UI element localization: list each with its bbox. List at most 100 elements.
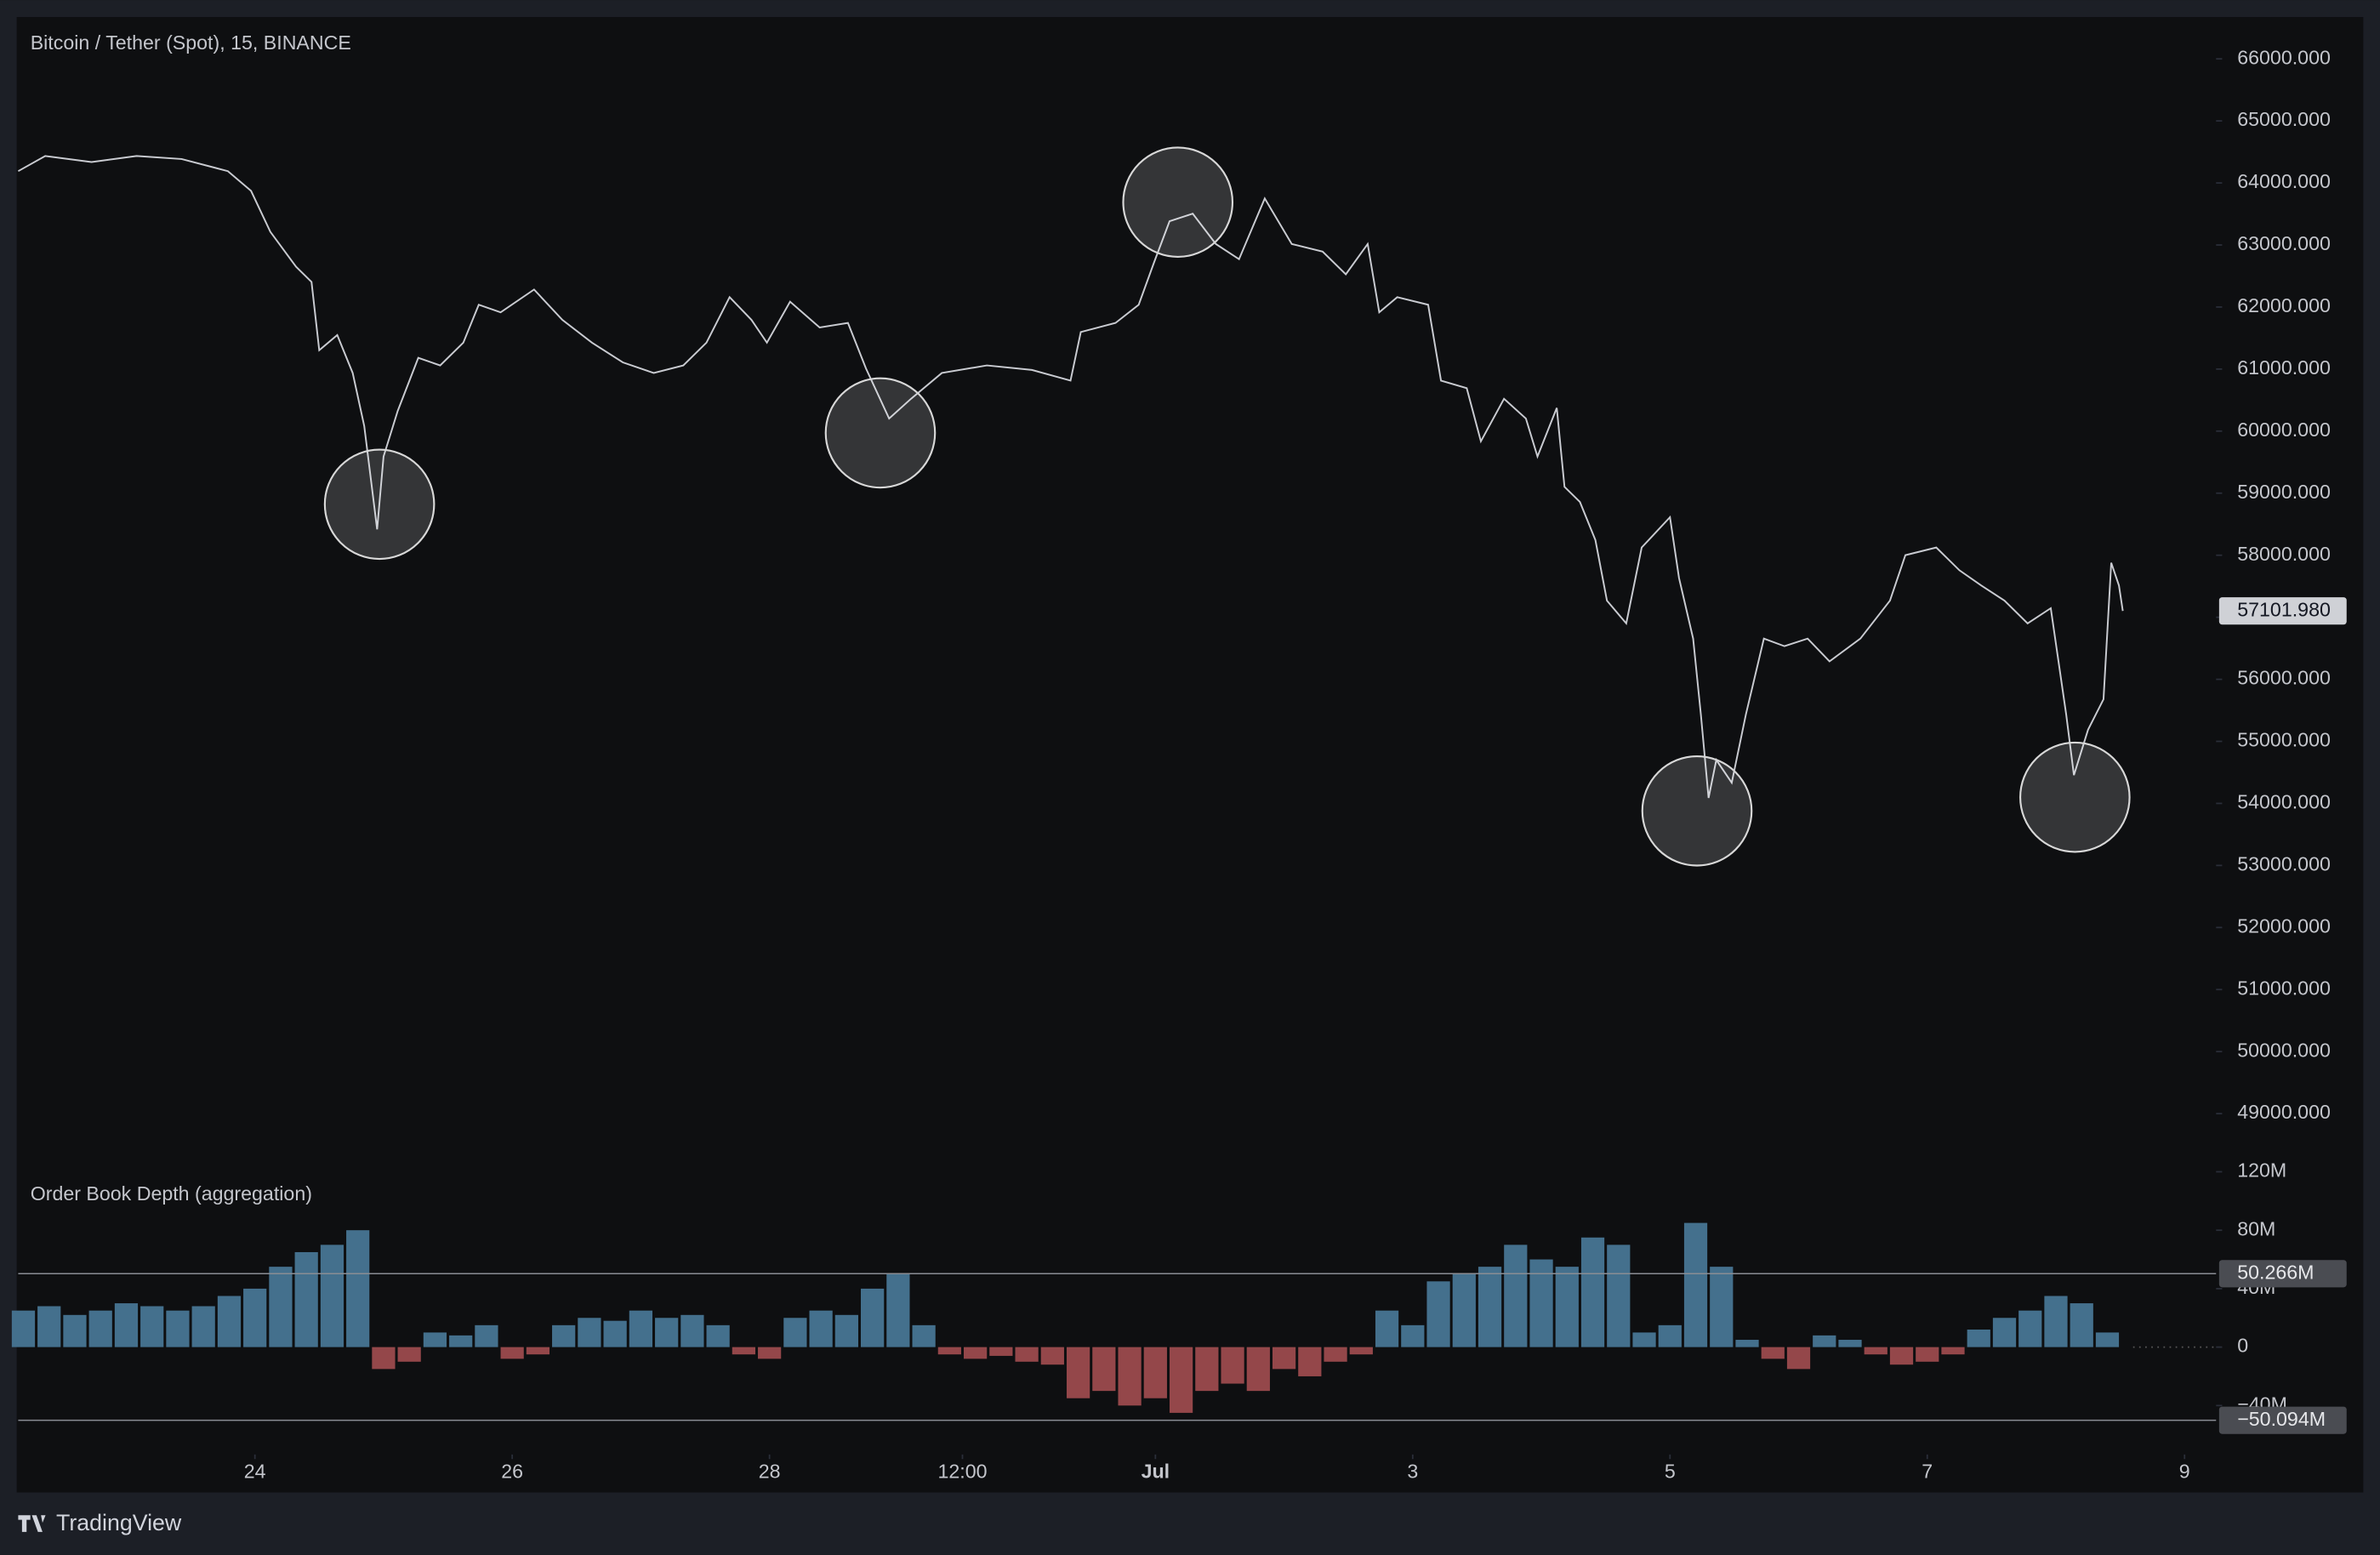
depth-bar	[1813, 1335, 1836, 1347]
y-tick-label: 61000.000	[2237, 356, 2331, 379]
highlight-circle	[2019, 741, 2131, 853]
depth-bar	[1838, 1340, 1862, 1347]
depth-bar	[1555, 1267, 1579, 1347]
depth-bar	[269, 1267, 293, 1347]
depth-bar	[140, 1306, 164, 1347]
depth-bar	[680, 1314, 704, 1347]
depth-bar	[372, 1347, 396, 1370]
depth-bar	[1066, 1347, 1090, 1398]
highlight-circle	[323, 448, 436, 561]
depth-bar	[937, 1347, 961, 1355]
depth-bar	[655, 1318, 679, 1347]
depth-bar	[1992, 1318, 2017, 1347]
depth-bar	[1761, 1347, 1785, 1359]
depth-bar	[1324, 1347, 1347, 1362]
annotations	[323, 146, 2131, 867]
depth-bar	[1298, 1347, 1322, 1376]
depth-bar	[1941, 1347, 1965, 1355]
depth-bar	[1040, 1347, 1064, 1365]
y-tick-label: 51000.000	[2237, 977, 2331, 999]
depth-bar	[552, 1324, 576, 1347]
depth-bar	[1349, 1347, 1373, 1355]
depth-bar	[1580, 1237, 1605, 1347]
depth-bar	[346, 1230, 370, 1347]
depth-bar	[397, 1347, 421, 1362]
depth-bar	[63, 1314, 87, 1347]
depth-bar	[1195, 1347, 1219, 1392]
depth-bar	[423, 1332, 447, 1347]
level-box	[2218, 1406, 2347, 1434]
depth-bar	[1710, 1267, 1734, 1347]
depth-bar	[1426, 1281, 1450, 1347]
x-tick-label: 9	[2179, 1460, 2190, 1482]
depth-bar	[1735, 1340, 1759, 1347]
y-tick-label: 59000.000	[2237, 481, 2331, 503]
depth-bar	[88, 1310, 112, 1347]
depth-bar	[1169, 1347, 1193, 1413]
y-tick-label: 80M	[2237, 1217, 2275, 1239]
depth-bar	[1504, 1245, 1528, 1347]
highlight-circle	[1641, 755, 1753, 867]
depth-bar	[526, 1347, 550, 1355]
depth-bar	[912, 1324, 936, 1347]
x-tick-label: 26	[501, 1460, 523, 1482]
level-label: −50.094M	[2237, 1408, 2326, 1430]
depth-bar	[500, 1347, 524, 1359]
y-tick-label: 62000.000	[2237, 294, 2331, 316]
chart-title: Bitcoin / Tether (Spot), 15, BINANCE	[31, 31, 351, 54]
y-tick-label: 55000.000	[2237, 729, 2331, 751]
depth-bar	[2095, 1332, 2120, 1347]
level-box	[2218, 1260, 2347, 1288]
depth-bar	[886, 1273, 910, 1347]
logo-icon	[18, 1515, 46, 1532]
depth-bar	[1143, 1347, 1167, 1398]
highlight-circle	[1122, 146, 1234, 259]
last-price-box	[2218, 597, 2347, 625]
x-tick-label: 3	[1407, 1460, 1418, 1482]
depth-bar	[963, 1347, 988, 1359]
x-tick-label: 5	[1665, 1460, 1676, 1482]
indicator-title: Order Book Depth (aggregation)	[31, 1182, 312, 1205]
depth-bar	[578, 1318, 601, 1347]
depth-bar	[1272, 1347, 1296, 1370]
depth-bar	[1246, 1347, 1270, 1392]
depth-bar	[166, 1310, 190, 1347]
y-tick-label: 63000.000	[2237, 232, 2331, 254]
depth-bar	[783, 1318, 807, 1347]
y-tick-label: 58000.000	[2237, 543, 2331, 565]
y-tick-label: 54000.000	[2237, 791, 2331, 813]
depth-bar	[114, 1303, 139, 1347]
level-label: 50.266M	[2237, 1261, 2314, 1283]
x-tick-label: Jul	[1142, 1460, 1170, 1482]
depth-bar	[217, 1296, 242, 1347]
depth-bar	[1864, 1347, 1887, 1355]
chart-area	[16, 16, 2364, 1493]
depth-bar	[1401, 1324, 1425, 1347]
depth-bar	[1786, 1347, 1811, 1370]
depth-bar	[1529, 1259, 1553, 1347]
depth-bar	[989, 1347, 1013, 1356]
depth-bar	[1015, 1347, 1039, 1362]
depth-bar	[2044, 1296, 2068, 1347]
logo	[18, 1515, 46, 1532]
y-tick-label: 56000.000	[2237, 667, 2331, 689]
depth-bar	[1092, 1347, 1116, 1392]
y-tick-label: 0	[2237, 1335, 2248, 1357]
depth-bar	[834, 1314, 858, 1347]
depth-bar	[1118, 1347, 1142, 1406]
brand: TradingView	[56, 1510, 182, 1535]
y-tick-label: 50000.000	[2237, 1039, 2331, 1061]
y-tick-label: 66000.000	[2237, 46, 2331, 68]
highlight-circle	[824, 377, 937, 489]
last-price-label: 57101.980	[2237, 598, 2331, 620]
depth-bar	[629, 1310, 653, 1347]
depth-bar	[809, 1310, 833, 1347]
depth-bar	[2070, 1303, 2093, 1347]
y-tick-label: 60000.000	[2237, 419, 2331, 441]
x-tick-label: 28	[759, 1460, 781, 1482]
depth-bar	[706, 1324, 730, 1347]
depth-bar	[1889, 1347, 1914, 1365]
depth-bar	[1967, 1329, 1990, 1347]
